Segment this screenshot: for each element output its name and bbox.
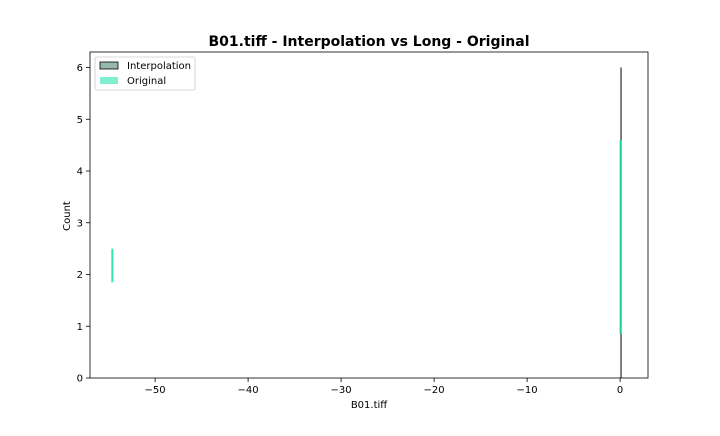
y-tick-label: 6 [77,63,83,74]
x-tick-label: −30 [331,385,352,396]
y-tick-label: 3 [77,218,83,229]
legend: Interpolation Original [94,56,196,91]
legend-box [94,56,196,91]
legend-swatch-interpolation [99,61,119,70]
x-tick-label: −40 [238,385,259,396]
y-tick-label: 5 [77,115,83,126]
x-tick-label: −50 [145,385,166,396]
plot-area [89,51,649,379]
x-tick-label: −20 [424,385,445,396]
legend-label-interpolation: Interpolation [127,61,191,72]
y-axis-label: Count [62,201,73,231]
bar-original-0 [111,248,114,283]
axis-ticks: −50 −40 −30 −20 −10 0 0 1 2 3 4 5 6 [77,63,624,396]
y-tick-label: 1 [77,322,83,333]
y-tick-label: 4 [77,167,83,178]
bar-original-1 [619,139,622,335]
y-tick-label: 2 [77,270,83,281]
legend-swatch-original [100,77,118,84]
x-tick-label: 0 [617,385,623,396]
x-tick-label: −10 [517,385,538,396]
plot-frame [89,51,649,379]
legend-label-original: Original [127,76,166,87]
y-tick-label: 0 [77,374,83,385]
x-axis-label: B01.tiff [351,400,388,411]
chart-title: B01.tiff - Interpolation vs Long - Origi… [208,34,529,50]
